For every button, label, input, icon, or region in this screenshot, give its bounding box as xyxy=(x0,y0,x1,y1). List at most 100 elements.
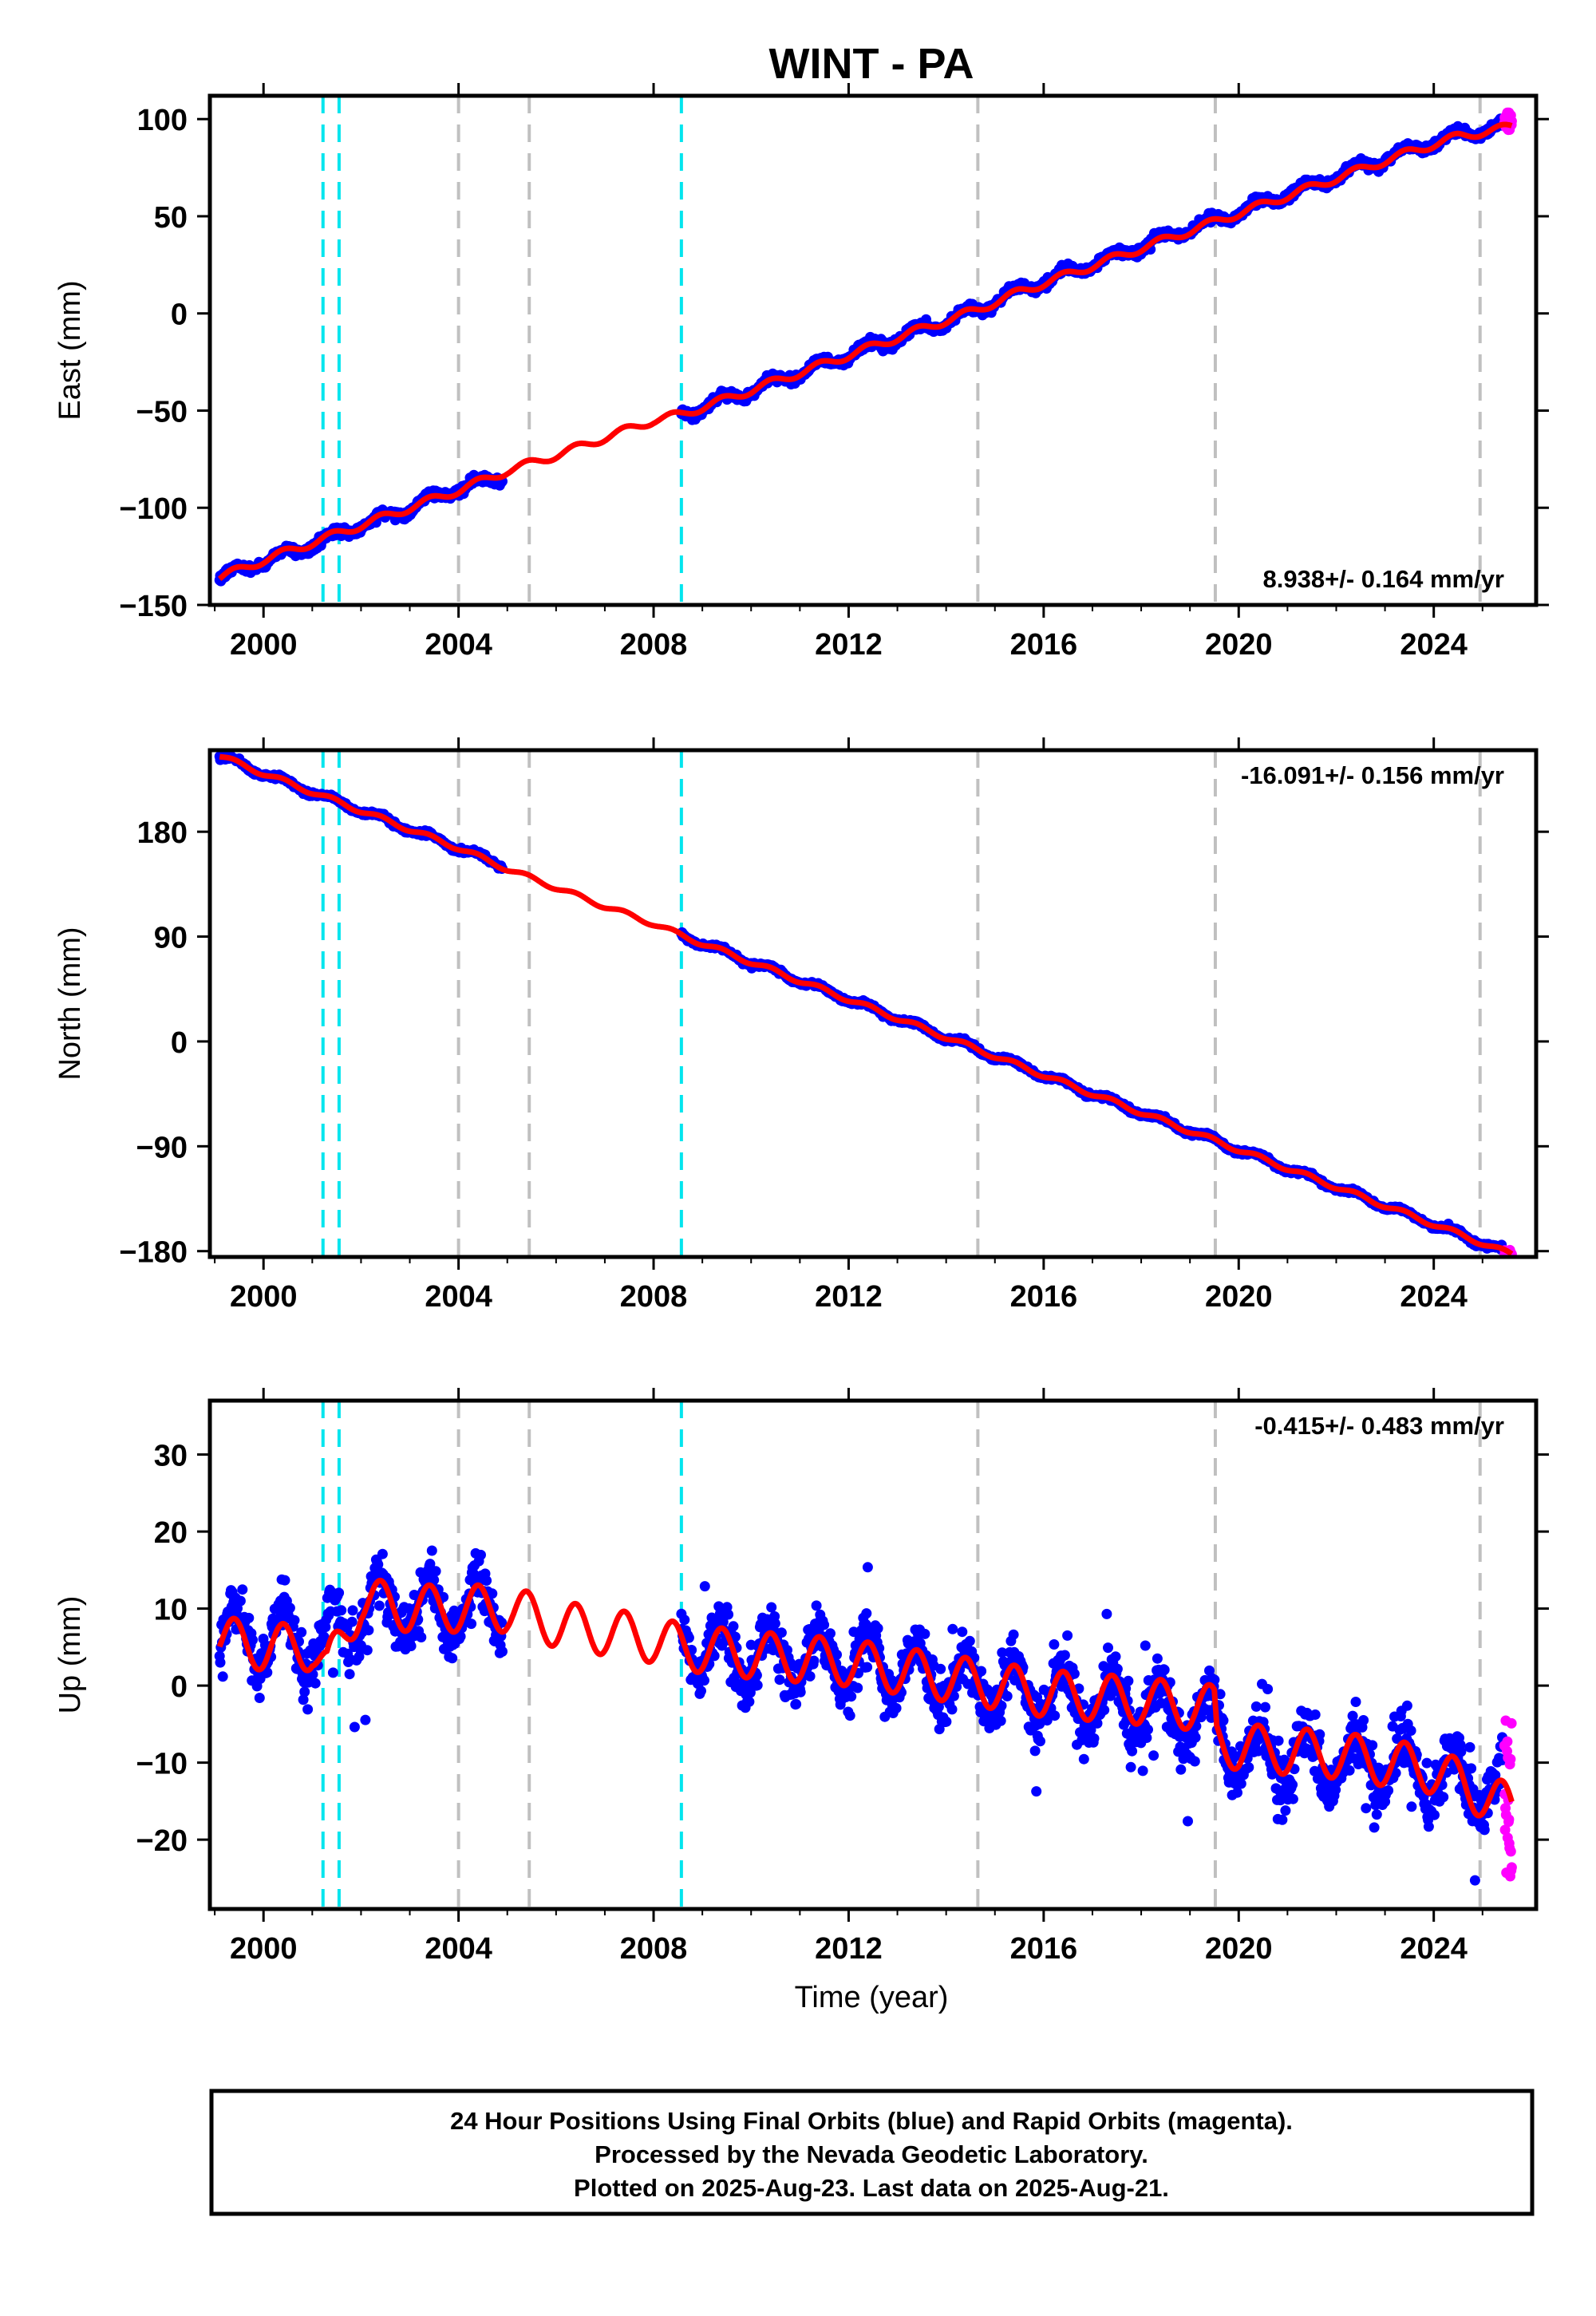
north-panel: 2000 2004 2008 2012 2016 2020 2024−180−9009018… xyxy=(53,737,1549,1314)
final-orbit-point xyxy=(1031,1786,1042,1797)
final-orbit-point xyxy=(334,1587,345,1599)
x-tick-label: 2004 xyxy=(425,1280,492,1314)
final-orbit-point xyxy=(774,1674,785,1686)
final-orbit-point xyxy=(1008,1629,1019,1640)
final-orbit-point xyxy=(215,1657,226,1668)
final-orbit-point xyxy=(336,1605,347,1616)
final-orbit-point xyxy=(430,1566,441,1577)
final-orbit-point xyxy=(752,1680,763,1691)
final-orbit-point xyxy=(377,1548,388,1559)
x-tick-label: 2008 xyxy=(620,1280,688,1314)
final-orbit-point xyxy=(766,1602,777,1613)
final-orbit-point xyxy=(1127,1745,1138,1757)
final-orbit-point xyxy=(284,1603,295,1614)
final-orbit-point xyxy=(1148,1750,1159,1761)
final-orbit-point xyxy=(1189,1756,1200,1767)
final-orbit-point xyxy=(344,1669,355,1680)
final-orbit-point xyxy=(373,1600,385,1611)
final-orbit-point xyxy=(405,1641,417,1651)
final-orbit-point xyxy=(1112,1663,1123,1674)
final-orbit-point xyxy=(310,1678,321,1689)
final-orbit-point xyxy=(1049,1639,1060,1650)
final-orbit-point xyxy=(1035,1736,1045,1747)
final-orbit-point xyxy=(1143,1724,1153,1735)
data-layer xyxy=(214,1545,1517,1886)
final-orbit-point xyxy=(1001,1690,1013,1701)
y-tick-label: −150 xyxy=(119,590,188,623)
final-orbit-point xyxy=(891,1702,902,1713)
final-orbit-point xyxy=(1103,1642,1113,1654)
final-orbit-point xyxy=(861,1608,872,1619)
x-tick-label: 2000 xyxy=(230,628,298,662)
y-axis-label: North (mm) xyxy=(53,927,87,1080)
final-orbit-point xyxy=(361,1645,373,1656)
model-fit-line xyxy=(217,753,1515,1257)
up-panel: 2000 2004 2008 2012 2016 2020 2024−20−10010203… xyxy=(53,1388,1549,1966)
final-orbit-point xyxy=(744,1696,755,1707)
final-orbit-point xyxy=(346,1616,358,1627)
final-orbit-point xyxy=(1078,1753,1089,1765)
final-orbit-point xyxy=(1190,1732,1201,1743)
final-orbit-point xyxy=(819,1619,830,1630)
data-layer xyxy=(214,107,1517,587)
final-orbit-point xyxy=(1099,1705,1110,1716)
x-tick-label: 2020 xyxy=(1205,628,1273,662)
final-orbit-point xyxy=(466,1618,477,1630)
final-orbit-point xyxy=(957,1626,968,1638)
x-tick-label: 2012 xyxy=(815,1280,883,1314)
y-tick-label: 50 xyxy=(154,201,188,235)
y-tick-label: −180 xyxy=(119,1236,188,1270)
final-orbit-point xyxy=(497,1646,508,1657)
final-orbit-point xyxy=(862,1662,873,1673)
x-tick-label: 2020 xyxy=(1205,1280,1273,1314)
final-orbit-point xyxy=(852,1682,863,1694)
final-orbit-point xyxy=(776,1627,787,1638)
x-tick-label: 2004 xyxy=(425,628,492,662)
final-orbit-point xyxy=(699,1581,710,1592)
final-orbit-point xyxy=(769,1618,780,1629)
final-orbit-point xyxy=(416,1632,427,1642)
rapid-orbit-points xyxy=(1499,107,1517,136)
final-orbit-point xyxy=(347,1605,358,1616)
x-tick-label: 2016 xyxy=(1010,628,1078,662)
final-orbit-point xyxy=(1183,1816,1193,1827)
final-orbit-point xyxy=(447,1653,458,1664)
final-orbit-point xyxy=(1049,1710,1061,1721)
final-orbit-point xyxy=(696,1686,706,1697)
final-orbit-point xyxy=(995,1715,1006,1726)
y-tick-label: 100 xyxy=(137,104,188,137)
final-orbit-point xyxy=(1140,1640,1151,1651)
data-layer xyxy=(214,750,1517,1257)
final-orbit-point xyxy=(327,1667,338,1678)
final-orbit-point xyxy=(862,1562,873,1573)
velocity-rate-label: -16.091+/- 0.156 mm/yr xyxy=(1241,761,1504,789)
final-orbit-point xyxy=(846,1691,857,1702)
final-orbit-point xyxy=(243,1612,255,1623)
final-orbit-point xyxy=(299,1686,310,1697)
final-orbit-point xyxy=(1088,1733,1100,1744)
final-orbit-point xyxy=(946,1704,958,1715)
final-orbit-point xyxy=(302,1704,314,1715)
final-orbit-point xyxy=(363,1625,374,1636)
final-orbit-point xyxy=(254,1693,265,1703)
final-orbit-point xyxy=(791,1698,802,1709)
final-orbit-point xyxy=(1175,1764,1187,1775)
y-axis-label: East (mm) xyxy=(53,280,87,420)
final-orbit-point xyxy=(1029,1745,1041,1757)
x-tick-label: 2024 xyxy=(1400,628,1468,662)
final-orbit-point xyxy=(1123,1675,1134,1686)
y-tick-label: 0 xyxy=(171,1026,188,1060)
final-orbit-point xyxy=(279,1575,290,1586)
final-orbit-point xyxy=(289,1614,300,1626)
final-orbit-point xyxy=(349,1721,360,1733)
final-orbit-point xyxy=(941,1716,952,1727)
east-panel: 2000 2004 2008 2012 2016 2020 2024−150−100−500… xyxy=(53,83,1549,662)
x-tick-label: 2024 xyxy=(1400,1280,1468,1314)
y-tick-label: 180 xyxy=(137,816,188,850)
final-orbit-point xyxy=(296,1626,307,1638)
final-orbit-point xyxy=(679,1614,690,1626)
y-tick-label: 90 xyxy=(154,922,188,955)
final-orbit-point xyxy=(844,1710,855,1721)
x-tick-label: 2000 xyxy=(230,1280,298,1314)
